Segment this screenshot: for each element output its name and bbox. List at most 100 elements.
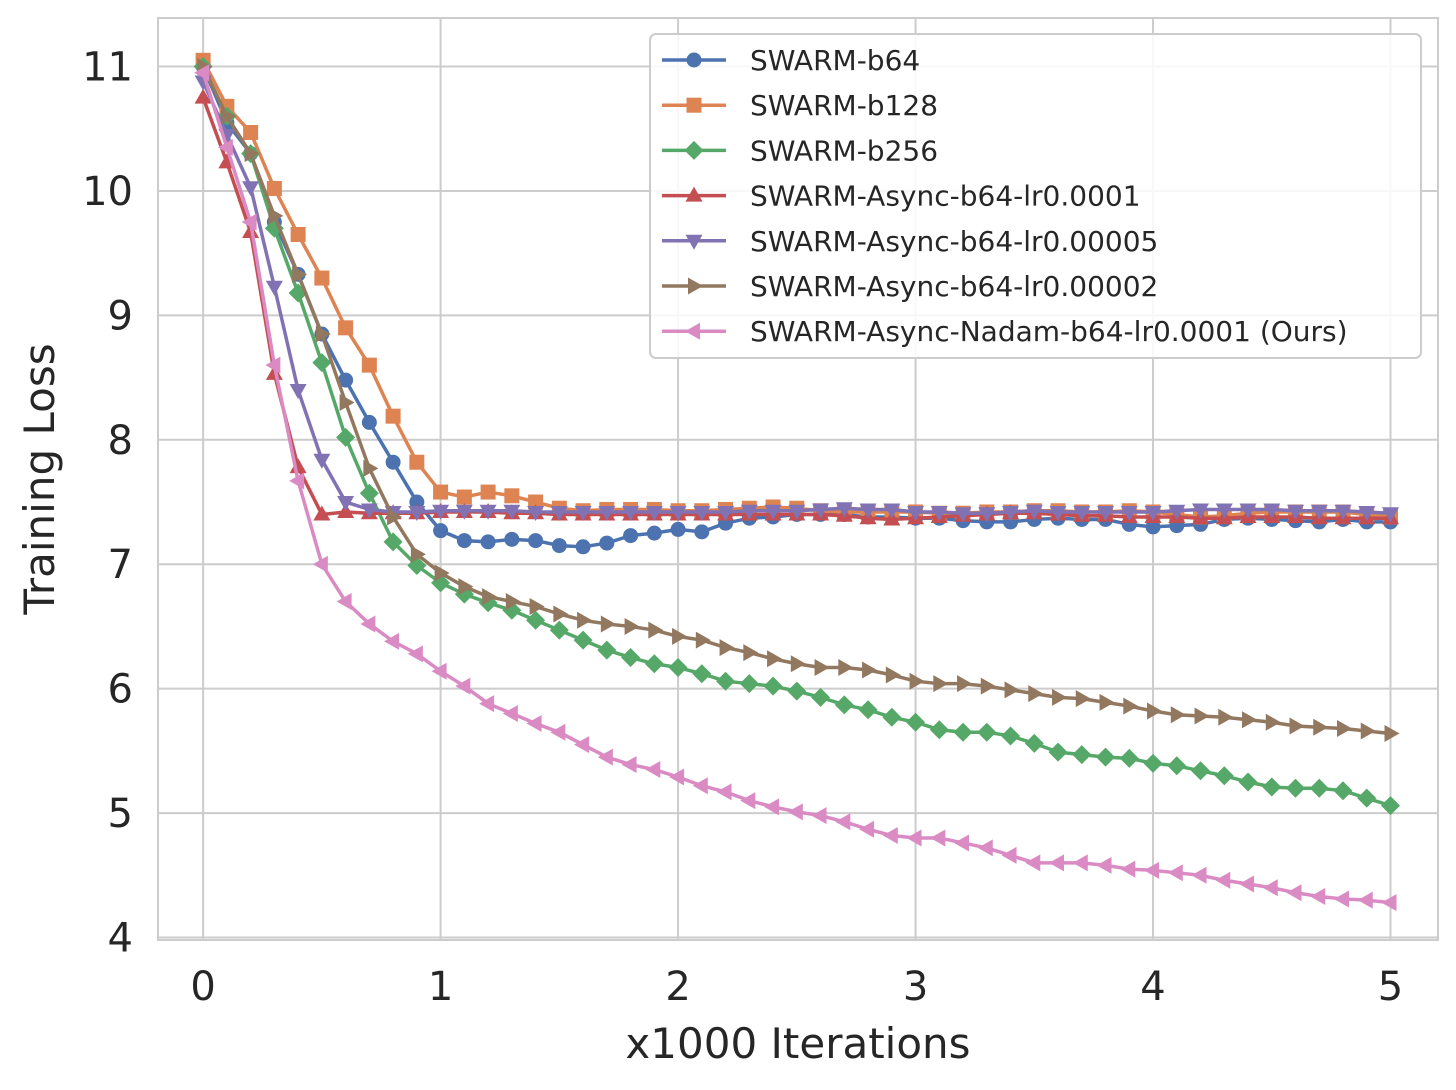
data-point xyxy=(217,138,233,156)
data-point xyxy=(645,505,663,521)
data-point xyxy=(835,813,851,831)
data-point xyxy=(788,504,806,520)
data-point xyxy=(882,826,898,844)
data-point xyxy=(1262,879,1278,897)
data-point xyxy=(906,712,926,732)
data-point xyxy=(479,695,495,713)
data-point xyxy=(1144,505,1162,521)
data-point xyxy=(432,504,450,520)
y-tick-label: 6 xyxy=(108,667,133,713)
data-point xyxy=(1002,505,1020,521)
data-point xyxy=(577,611,593,629)
data-point xyxy=(622,505,640,521)
data-point xyxy=(1381,894,1397,912)
legend-entry: SWARM-Async-b64-lr0.00005 xyxy=(662,225,1158,258)
data-point xyxy=(338,320,354,336)
plot-frame xyxy=(157,17,1439,941)
series-7 xyxy=(194,64,1397,912)
data-point xyxy=(194,64,210,82)
data-point xyxy=(1192,503,1210,519)
data-point xyxy=(407,645,423,663)
data-point xyxy=(645,761,661,779)
data-point xyxy=(1239,503,1257,519)
data-point xyxy=(787,803,803,821)
data-point xyxy=(1049,505,1067,521)
data-point xyxy=(290,227,306,243)
data-point xyxy=(289,472,305,490)
data-point xyxy=(433,484,449,500)
data-point xyxy=(719,639,735,657)
data-point xyxy=(764,504,782,520)
data-point xyxy=(575,539,591,555)
data-point xyxy=(1310,887,1326,905)
data-point xyxy=(716,671,736,691)
data-point xyxy=(1167,864,1183,882)
data-point xyxy=(505,593,521,611)
data-point xyxy=(717,505,735,521)
legend-marker xyxy=(688,277,703,295)
data-point xyxy=(1072,854,1088,872)
legend-label: SWARM-b64 xyxy=(750,44,920,77)
y-axis-label: Training Loss xyxy=(15,343,64,615)
series-layer xyxy=(193,52,1401,912)
data-point xyxy=(455,677,471,695)
x-axis-label: x1000 Iterations xyxy=(625,1019,970,1068)
data-point xyxy=(528,533,544,549)
data-point xyxy=(504,531,520,547)
data-point xyxy=(597,748,613,766)
legend-marker xyxy=(686,52,702,68)
data-point xyxy=(363,459,379,477)
data-point xyxy=(1310,504,1328,520)
data-point xyxy=(930,829,946,847)
data-point xyxy=(339,393,355,411)
data-point xyxy=(360,503,378,519)
data-point xyxy=(1170,706,1186,724)
y-tick-label: 9 xyxy=(108,293,133,339)
data-point xyxy=(529,598,545,616)
tick-labels: 0 1 2 3 4 5 4 5 6 7 8 9 10 11 xyxy=(82,45,1403,1010)
legend-marker xyxy=(685,186,703,202)
data-point xyxy=(1072,745,1092,765)
data-point xyxy=(1289,717,1305,735)
data-point xyxy=(716,783,732,801)
data-point xyxy=(624,617,640,635)
data-point xyxy=(1337,719,1353,737)
data-point xyxy=(359,483,379,503)
data-point xyxy=(1381,796,1401,816)
data-point xyxy=(1052,688,1068,706)
data-point xyxy=(1099,693,1115,711)
data-point xyxy=(646,525,662,541)
data-point xyxy=(360,615,376,633)
data-point xyxy=(644,654,664,674)
data-point xyxy=(194,88,212,104)
data-point xyxy=(458,578,474,596)
data-point xyxy=(1215,871,1231,889)
data-point xyxy=(621,756,637,774)
data-point xyxy=(862,661,878,679)
data-point xyxy=(268,207,284,225)
data-point xyxy=(648,621,664,639)
data-point xyxy=(1360,722,1376,740)
data-point xyxy=(1265,713,1281,731)
data-point xyxy=(1024,733,1044,753)
data-point xyxy=(551,538,567,554)
legend-entry: SWARM-b128 xyxy=(662,89,938,122)
legend-entry: SWARM-Async-b64-lr0.00002 xyxy=(662,270,1158,303)
data-point xyxy=(1215,503,1233,519)
data-point xyxy=(598,505,616,521)
data-point xyxy=(265,280,283,296)
legend: SWARM-b64 SWARM-b128 SWARM-b256 SWARM-Async… xyxy=(649,33,1422,359)
data-point xyxy=(1167,756,1187,776)
data-point xyxy=(1333,781,1353,801)
data-point xyxy=(1001,726,1021,746)
x-tick-label: 1 xyxy=(428,964,453,1010)
data-point xyxy=(1309,778,1329,798)
data-point xyxy=(1119,748,1139,768)
data-point xyxy=(289,384,307,400)
data-point xyxy=(933,675,949,693)
data-point xyxy=(241,213,257,231)
data-point xyxy=(385,408,401,424)
data-point xyxy=(482,588,498,606)
data-point xyxy=(1286,884,1302,902)
data-point xyxy=(1357,891,1373,909)
